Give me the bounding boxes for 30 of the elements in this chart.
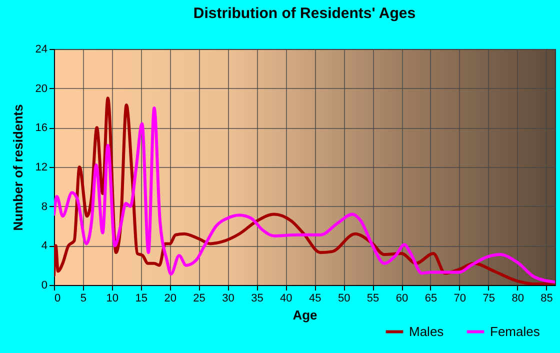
x-axis-title: Age <box>292 308 318 322</box>
x-tick-label: 0 <box>54 292 61 304</box>
legend-label: Females <box>490 324 540 339</box>
y-axis-title: Number of residents <box>10 104 26 231</box>
x-tick-label: 80 <box>512 292 524 304</box>
y-tick-label: 16 <box>35 122 48 134</box>
x-tick-label: 75 <box>482 292 496 304</box>
x-tick-label: 15 <box>135 292 148 304</box>
x-tick-label: 25 <box>193 292 206 304</box>
x-tick-label: 5 <box>80 292 87 304</box>
x-tick-label: 65 <box>424 292 438 304</box>
x-tick-label: 20 <box>164 292 176 304</box>
chart-title: Distribution of Residents' Ages <box>193 5 416 22</box>
x-tick-label: 45 <box>309 292 322 304</box>
x-tick-label: 35 <box>251 292 264 304</box>
y-tick-label: 24 <box>35 44 48 56</box>
y-tick-label: 0 <box>41 280 48 292</box>
x-tick-label: 10 <box>106 292 119 304</box>
x-tick-label: 85 <box>540 292 553 304</box>
x-tick-label: 55 <box>366 292 380 304</box>
y-tick-label: 8 <box>41 200 48 213</box>
x-tick-label: 40 <box>280 292 292 304</box>
y-tick-label: 20 <box>35 82 48 95</box>
y-tick-label: 12 <box>35 162 48 174</box>
x-tick-label: 30 <box>222 292 234 304</box>
x-tick-label: 60 <box>396 292 408 304</box>
legend-label: Males <box>409 324 444 339</box>
x-tick-label: 70 <box>454 292 466 304</box>
y-tick-label: 4 <box>41 240 48 252</box>
x-tick-label: 50 <box>338 292 350 304</box>
